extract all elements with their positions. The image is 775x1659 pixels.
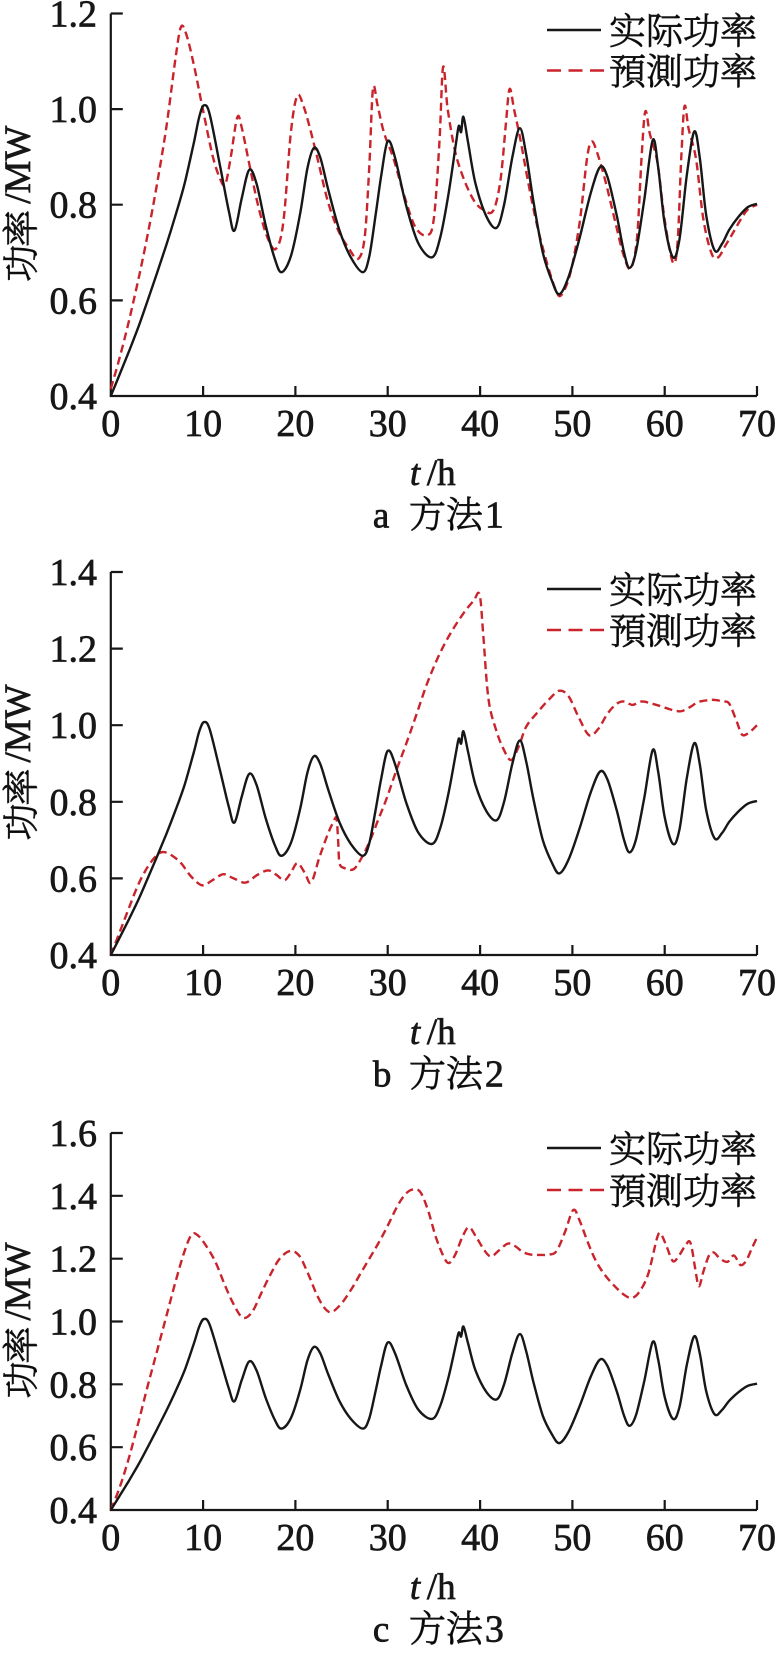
svg-text:1.6: 1.6 <box>50 1113 98 1155</box>
svg-text:/MW: /MW <box>0 684 39 762</box>
svg-text:1.4: 1.4 <box>50 1176 98 1218</box>
svg-text:0.4: 0.4 <box>50 935 98 977</box>
svg-text:1.0: 1.0 <box>50 705 98 747</box>
svg-text:50: 50 <box>553 962 591 1004</box>
svg-text:0.8: 0.8 <box>50 1364 98 1406</box>
svg-text:0.6: 0.6 <box>50 280 98 322</box>
svg-text:10: 10 <box>184 962 222 1004</box>
svg-text:/h: /h <box>427 453 456 494</box>
svg-text:/h: /h <box>427 1012 456 1053</box>
svg-text:1.4: 1.4 <box>50 552 98 594</box>
svg-text:0: 0 <box>101 962 120 1004</box>
svg-text:1.0: 1.0 <box>50 89 98 131</box>
svg-text:0: 0 <box>101 403 120 445</box>
svg-text:60: 60 <box>646 403 684 445</box>
svg-text:10: 10 <box>184 1517 222 1559</box>
svg-text:20: 20 <box>276 962 314 1004</box>
svg-text:40: 40 <box>461 403 499 445</box>
svg-text:0.8: 0.8 <box>50 185 98 227</box>
svg-text:0: 0 <box>101 1517 120 1559</box>
svg-text:30: 30 <box>369 962 407 1004</box>
svg-text:50: 50 <box>553 403 591 445</box>
svg-text:40: 40 <box>461 1517 499 1559</box>
svg-text:50: 50 <box>553 1517 591 1559</box>
svg-text:1.2: 1.2 <box>50 0 98 36</box>
svg-text:t: t <box>410 453 422 494</box>
svg-text:/MW: /MW <box>0 1242 39 1320</box>
svg-text:b: b <box>373 1055 392 1096</box>
svg-text:1.0: 1.0 <box>50 1302 98 1344</box>
svg-text:1: 1 <box>485 495 504 537</box>
svg-text:70: 70 <box>738 403 775 445</box>
svg-text:0.8: 0.8 <box>50 782 98 824</box>
svg-text:0.6: 0.6 <box>50 1427 98 1469</box>
svg-text:40: 40 <box>461 962 499 1004</box>
svg-text:0.4: 0.4 <box>50 376 98 418</box>
svg-text:30: 30 <box>369 403 407 445</box>
svg-text:0.4: 0.4 <box>50 1490 98 1532</box>
svg-text:60: 60 <box>646 962 684 1004</box>
svg-text:3: 3 <box>485 1609 504 1651</box>
svg-text:t: t <box>410 1567 422 1608</box>
svg-text:/h: /h <box>427 1567 456 1608</box>
svg-text:70: 70 <box>738 962 775 1004</box>
svg-text:0.6: 0.6 <box>50 858 98 900</box>
svg-text:2: 2 <box>485 1054 504 1096</box>
svg-text:c: c <box>373 1610 389 1651</box>
svg-text:70: 70 <box>738 1517 775 1559</box>
svg-text:20: 20 <box>276 1517 314 1559</box>
svg-text:t: t <box>410 1012 422 1053</box>
svg-text:/MW: /MW <box>0 126 39 204</box>
svg-text:1.2: 1.2 <box>50 629 98 671</box>
svg-text:a: a <box>373 496 389 537</box>
svg-text:30: 30 <box>369 1517 407 1559</box>
svg-text:20: 20 <box>276 403 314 445</box>
svg-text:10: 10 <box>184 403 222 445</box>
svg-text:1.2: 1.2 <box>50 1239 98 1281</box>
svg-text:60: 60 <box>646 1517 684 1559</box>
